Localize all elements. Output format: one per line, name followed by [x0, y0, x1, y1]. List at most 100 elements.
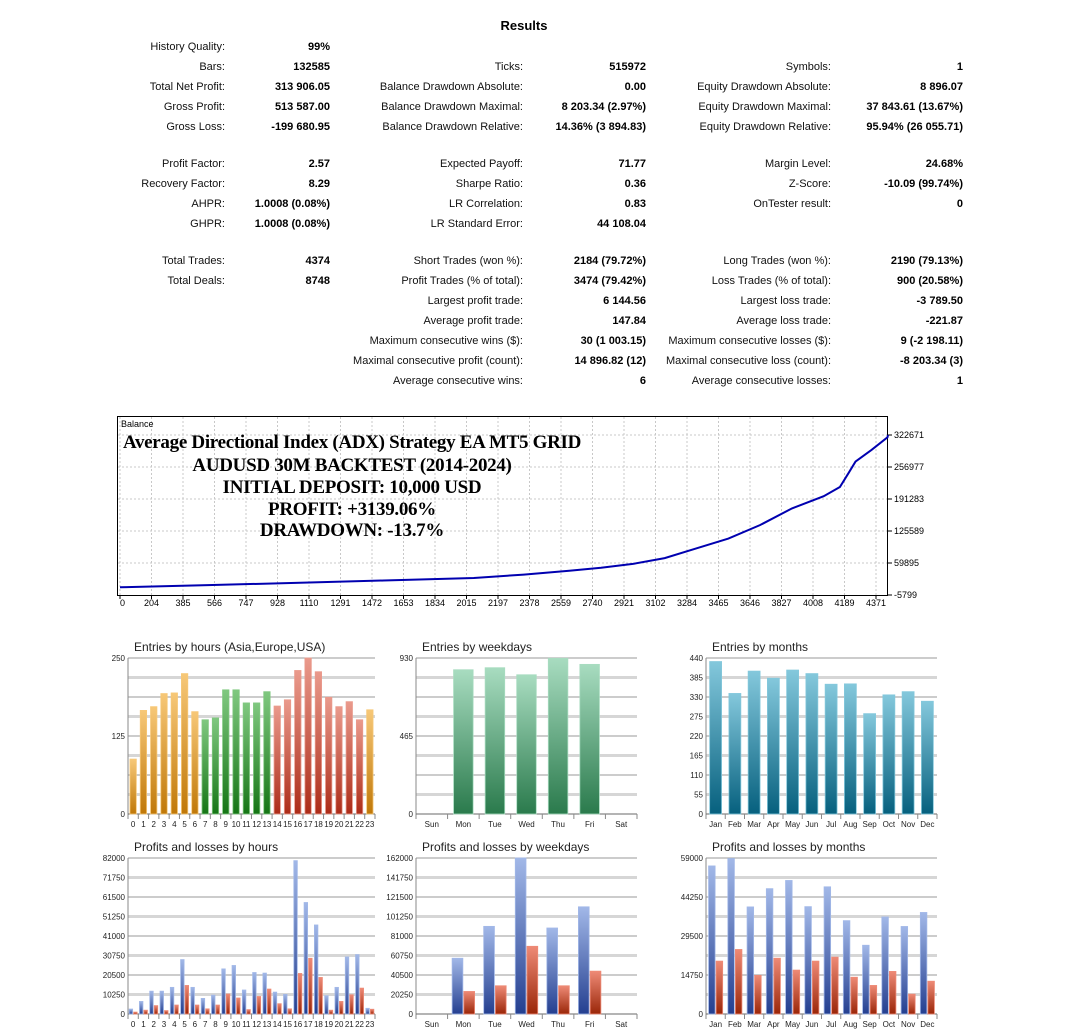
entries-bar: [366, 709, 374, 815]
stat-label: Balance Drawdown Maximal:: [381, 101, 523, 113]
stat-value: 8 203.34 (2.97%): [561, 101, 646, 113]
profits-bar: [765, 888, 774, 1015]
x-tick-label: 2740: [582, 598, 602, 608]
stat-label: Maximal consecutive loss (count):: [665, 355, 831, 367]
losses-bar: [153, 1005, 159, 1015]
x-tick-label: Wed: [518, 1020, 534, 1029]
stat-value: 515972: [609, 61, 646, 73]
stat-label: Largest loss trade:: [740, 295, 832, 307]
entries-bar: [263, 691, 271, 815]
stat-label: Profit Factor:: [162, 158, 225, 170]
x-tick-label: 1110: [300, 598, 319, 608]
x-tick-label: 1: [141, 820, 146, 829]
profits-bar: [344, 956, 350, 1015]
stat-label: Profit Trades (% of total):: [401, 275, 523, 287]
stat-label: Z-Score:: [788, 178, 831, 190]
y-tick-label: 61500: [103, 893, 126, 902]
losses-bar: [831, 956, 839, 1015]
y-tick-label: 256977: [894, 462, 924, 472]
chart-title: Profits and losses by weekdays: [422, 840, 590, 854]
entries-bar: [547, 657, 569, 815]
x-tick-label: 11: [242, 820, 251, 829]
losses-bar: [869, 985, 878, 1015]
x-tick-label: 21: [345, 820, 354, 829]
overlay-backtest-line: AUDUSD 30M BACKTEST (2014-2024): [192, 455, 512, 476]
x-tick-label: Fri: [585, 1020, 595, 1029]
profits-bar: [241, 989, 247, 1015]
stat-value: 0.00: [624, 81, 646, 93]
x-tick-label: 14: [273, 1020, 282, 1029]
profits-bar: [483, 925, 495, 1015]
losses-bar: [246, 1009, 251, 1015]
stat-label: Average consecutive losses:: [691, 375, 831, 387]
x-tick-label: 3827: [771, 598, 791, 608]
entries-bar: [211, 717, 220, 815]
stat-value: 132585: [293, 61, 330, 73]
x-tick-label: 1472: [362, 598, 382, 608]
stat-label: Expected Payoff:: [440, 158, 523, 170]
losses-bar: [927, 980, 935, 1015]
stat-label: Gross Loss:: [166, 121, 225, 133]
entries-bar: [805, 673, 819, 815]
y-tick-label: 101250: [386, 913, 413, 922]
losses-bar: [773, 957, 781, 1015]
losses-bar: [359, 987, 364, 1015]
y-tick-label: 125: [112, 732, 126, 741]
x-tick-label: Sun: [425, 820, 439, 829]
losses-bar: [318, 977, 323, 1015]
entries-by-weekdays-chart: Entries by weekdays 0 465 930 Sun Mon Tue Wed T…: [393, 640, 693, 830]
stat-label: Total Net Profit:: [149, 81, 225, 93]
x-tick-label: 13: [262, 1020, 271, 1029]
y-tick-label: 20500: [103, 971, 126, 980]
entries-bar: [139, 710, 148, 815]
entries-bar: [335, 706, 343, 815]
profits-bar: [159, 990, 164, 1015]
entries-bar: [355, 719, 364, 815]
stat-label: GHPR:: [190, 218, 225, 230]
stat-value: 0: [956, 198, 963, 210]
stat-value: 9 (-2 198.11): [900, 335, 963, 347]
stat-value: 0.36: [624, 178, 646, 190]
balance-chart-label: Balance: [121, 419, 154, 429]
y-tick-label: 81000: [391, 932, 414, 941]
stat-label: Equity Drawdown Absolute:: [697, 81, 831, 93]
profits-bar: [293, 860, 298, 1015]
entries-bar: [294, 670, 302, 815]
x-tick-label: 1291: [330, 598, 350, 608]
x-tick-label: 13: [262, 820, 271, 829]
entries-bar: [129, 758, 137, 815]
x-tick-label: Jul: [826, 820, 836, 829]
profits-losses-by-months-chart: Profits and losses by months 0 14750 29500…: [681, 840, 983, 1030]
x-tick-label: Feb: [728, 820, 742, 829]
stat-label: Margin Level:: [764, 158, 831, 170]
profits-bar: [262, 972, 267, 1015]
profits-bar: [514, 857, 527, 1015]
y-tick-label: 51250: [103, 913, 126, 922]
x-tick-label: 23: [365, 820, 374, 829]
y-tick-label: 322671: [894, 430, 924, 440]
profits-bar: [546, 927, 558, 1015]
stat-label: Recovery Factor:: [141, 178, 225, 190]
x-tick-label: 3: [162, 820, 167, 829]
stat-label: Short Trades (won %):: [413, 255, 523, 267]
x-tick-label: 17: [304, 820, 313, 829]
losses-bar: [164, 1010, 169, 1015]
x-tick-label: Oct: [883, 820, 896, 829]
y-tick-label: -5799: [894, 590, 917, 600]
y-tick-label: 0: [121, 1010, 126, 1019]
stat-value: 147.84: [612, 315, 646, 327]
losses-bar: [277, 1003, 282, 1015]
x-tick-label: Tue: [488, 1020, 502, 1029]
entries-bar: [747, 670, 761, 815]
stat-value: -10.09 (99.74%): [884, 178, 963, 190]
x-tick-label: 18: [314, 1020, 323, 1029]
profits-bar: [211, 994, 216, 1015]
entries-bar: [232, 689, 240, 815]
stat-value: -3 789.50: [916, 295, 963, 307]
stat-label: Largest profit trade:: [427, 295, 523, 307]
x-tick-label: 3465: [708, 598, 728, 608]
stat-label: OnTester result:: [753, 198, 831, 210]
entries-bar: [325, 696, 333, 815]
stat-value: 8 896.07: [920, 81, 963, 93]
y-tick-label: 330: [690, 693, 704, 702]
